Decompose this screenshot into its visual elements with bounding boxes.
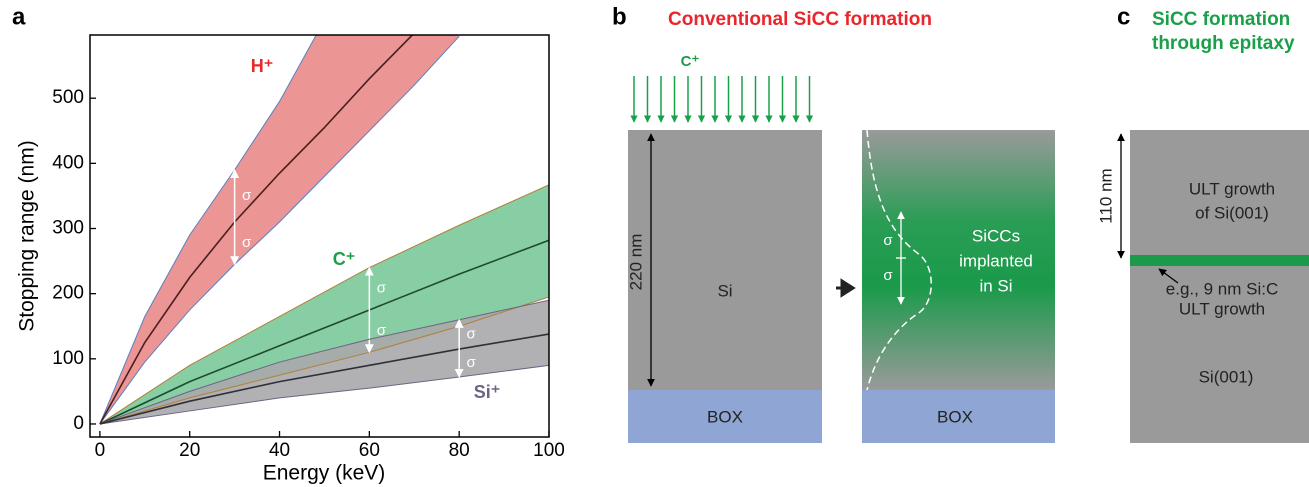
profile-curve xyxy=(866,129,932,391)
y-tick-label: 400 xyxy=(52,152,84,173)
layer-label: of Si(001) xyxy=(1195,203,1269,222)
series-label: C⁺ xyxy=(333,249,356,269)
y-tick-label: 500 xyxy=(52,87,84,108)
y-tick-label: 200 xyxy=(52,283,84,304)
box-layer xyxy=(862,390,1055,443)
x-tick-label: 20 xyxy=(179,440,200,461)
box-layer xyxy=(628,390,822,443)
x-tick-label: 60 xyxy=(359,440,380,461)
upper-edge xyxy=(99,35,317,425)
lower-edge xyxy=(99,296,549,425)
x-tick-label: 80 xyxy=(449,440,470,461)
implanted-layer xyxy=(862,130,1055,390)
sigma-band xyxy=(99,184,549,424)
upper-edge xyxy=(99,299,549,425)
stripe-label: ULT growth xyxy=(1179,299,1265,318)
sigma-label: σ xyxy=(883,267,893,284)
lower-edge xyxy=(99,35,460,425)
panel-label: a xyxy=(12,3,26,30)
y-axis-label: Stopping range (nm) xyxy=(16,140,39,331)
mean-line xyxy=(99,239,549,425)
x-axis-label: Energy (keV) xyxy=(263,462,386,485)
ion-beam xyxy=(630,76,814,123)
sigma-label: σ xyxy=(883,232,893,249)
layer-label: Si xyxy=(717,281,732,300)
pointer-arrow xyxy=(1158,268,1179,284)
si-layer xyxy=(628,130,822,390)
panel-title: through epitaxy xyxy=(1152,33,1295,54)
panel-label: b xyxy=(612,3,627,30)
y-tick-label: 300 xyxy=(52,218,84,239)
lower-edge xyxy=(99,364,549,425)
plot-frame xyxy=(89,34,550,438)
result-label: in Si xyxy=(979,276,1012,295)
result-label: implanted xyxy=(959,251,1033,270)
substrate-label: Si(001) xyxy=(1199,367,1254,386)
series-label: H⁺ xyxy=(251,56,274,76)
panel-label: c xyxy=(1117,3,1130,30)
sigma-label: σ xyxy=(467,354,477,371)
y-tick-label: 0 xyxy=(73,413,84,434)
sigma-label: σ xyxy=(242,234,252,251)
depth-label: 220 nm xyxy=(626,234,645,291)
sigma-band xyxy=(99,300,549,424)
layer-label: ULT growth xyxy=(1189,179,1275,198)
ion-label: C⁺ xyxy=(681,53,700,70)
process-arrow xyxy=(836,278,856,298)
stripe-label: e.g., 9 nm Si:C xyxy=(1166,279,1278,298)
panel-title: Conventional SiCC formation xyxy=(668,9,932,30)
series-label: Si⁺ xyxy=(474,382,501,402)
depth-label: 110 nm xyxy=(1096,168,1115,223)
result-label: SiCCs xyxy=(972,226,1020,245)
sigma-label: σ xyxy=(377,322,387,339)
mean-line xyxy=(99,35,414,425)
box-label: BOX xyxy=(707,407,743,426)
sigma-label: σ xyxy=(467,325,477,342)
box-label: BOX xyxy=(937,407,973,426)
x-tick-label: 0 xyxy=(95,440,106,461)
sigma-label: σ xyxy=(377,280,387,297)
sigma-band xyxy=(99,35,460,424)
si-layer xyxy=(1130,130,1309,443)
upper-edge xyxy=(99,184,549,425)
mean-line xyxy=(99,333,549,425)
sic-stripe xyxy=(1130,255,1309,266)
panel-title: SiCC formation xyxy=(1152,9,1290,30)
sigma-label: σ xyxy=(242,187,252,204)
y-tick-label: 100 xyxy=(52,348,84,369)
x-tick-label: 100 xyxy=(533,440,565,461)
x-tick-label: 40 xyxy=(269,440,290,461)
